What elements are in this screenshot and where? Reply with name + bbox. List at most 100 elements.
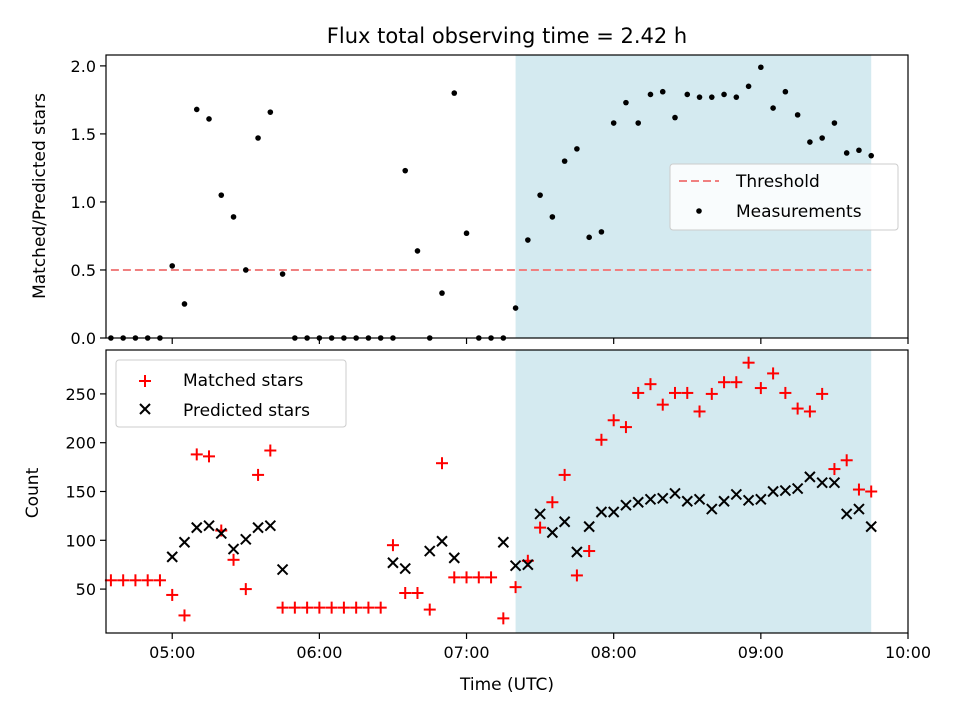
- measurement-point: [635, 120, 642, 126]
- predicted-stars-legend-label: Predicted stars: [183, 401, 310, 421]
- y-tick-label: 0.5: [71, 261, 96, 280]
- measurement-point: [647, 91, 654, 98]
- predicted-star-point: [828, 477, 841, 489]
- matched-star-point: [767, 367, 780, 380]
- measurement-point: [574, 146, 580, 152]
- measurement-point: [672, 114, 678, 121]
- measurement-point: [230, 214, 237, 220]
- chart-title: Flux total observing time = 2.42 h: [327, 24, 687, 48]
- count-y-axis-label: Count: [23, 467, 43, 518]
- predicted-star-point: [424, 545, 436, 557]
- measurement-point: [745, 83, 752, 90]
- predicted-star-point: [509, 559, 522, 572]
- measurement-point: [402, 167, 409, 174]
- measurement-point: [610, 120, 617, 126]
- matched-star-point: [129, 574, 142, 587]
- matched-star-point: [595, 433, 608, 446]
- measurement-point: [807, 139, 813, 145]
- measurement-point: [267, 109, 274, 115]
- matched-star-point: [141, 574, 154, 587]
- measurements-legend-swatch: [696, 208, 702, 214]
- matched-star-point: [546, 496, 559, 509]
- measurement-point: [451, 90, 458, 96]
- measurement-point: [758, 64, 764, 71]
- predicted-star-point: [767, 485, 779, 498]
- predicted-star-point: [706, 503, 718, 515]
- x-axis-label: Time (UTC): [459, 675, 554, 695]
- y-tick-label: 0.0: [71, 329, 96, 348]
- matched-star-point: [301, 601, 314, 614]
- y-tick-label: 100: [65, 531, 96, 550]
- ratio-y-ticks: 0.0 0.5 1.0 1.5 2.0: [71, 57, 106, 348]
- matched-star-point: [203, 450, 216, 463]
- matched-star-point: [436, 457, 449, 470]
- matched-star-point: [288, 601, 301, 614]
- matched-star-point: [337, 601, 350, 614]
- predicted-star-point: [730, 488, 743, 501]
- predicted-star-point: [497, 536, 510, 548]
- predicted-star-point: [252, 521, 264, 534]
- count-panel-frame: [105, 349, 909, 634]
- predicted-star-point: [791, 482, 804, 495]
- measurement-point: [279, 271, 286, 277]
- matched-star-point: [693, 405, 706, 418]
- measurement-point: [868, 152, 875, 159]
- predicted-star-point: [644, 493, 657, 506]
- y-tick-label: 1.0: [71, 193, 96, 212]
- predicted-star-point: [240, 533, 252, 546]
- predicted-star-point: [865, 520, 877, 533]
- matched-star-point: [117, 574, 130, 587]
- predicted-star-point: [546, 526, 559, 539]
- matched-star-point: [632, 386, 645, 399]
- matched-star-point: [828, 463, 841, 476]
- predicted-stars-points: [166, 471, 877, 576]
- y-tick-label: 50: [76, 580, 96, 599]
- matched-star-point: [656, 398, 669, 411]
- matched-star-point: [779, 386, 792, 399]
- measurement-point: [586, 234, 592, 241]
- x-tick-label: 07:00: [443, 643, 489, 662]
- predicted-star-point: [215, 527, 227, 540]
- x-tick-label: 10:00: [885, 643, 931, 662]
- matched-star-point: [276, 601, 289, 614]
- ratio-panel: 0.00.51.01.52.0 Matched/Predicted stars …: [30, 54, 909, 348]
- matched-star-point: [570, 569, 583, 582]
- matched-stars-legend-label: Matched stars: [183, 371, 303, 391]
- predicted-star-point: [755, 493, 767, 506]
- measurement-point: [525, 237, 531, 243]
- measurement-point: [537, 192, 543, 198]
- predicted-star-point: [436, 535, 448, 547]
- predicted-star-point: [816, 477, 828, 489]
- matched-star-point: [411, 586, 424, 599]
- measurement-point: [512, 305, 519, 311]
- ratio-panel-frame: [105, 54, 909, 339]
- matched-star-point: [509, 581, 522, 594]
- matched-star-point: [485, 571, 498, 584]
- ratio-x-ticks: [171, 338, 909, 344]
- predicted-star-point: [558, 516, 571, 528]
- measurement-point: [414, 248, 421, 254]
- predicted-star-point: [607, 506, 620, 518]
- predicted-star-point: [534, 508, 546, 520]
- matched-star-point: [754, 382, 767, 395]
- x-tick-label: 08:00: [591, 643, 637, 662]
- measurement-point: [843, 150, 850, 156]
- measurement-point: [794, 112, 801, 118]
- predicted-star-point: [595, 506, 608, 518]
- ratio-y-axis-label: Matched/Predicted stars: [30, 93, 50, 299]
- measurement-point: [169, 263, 176, 269]
- y-tick-label: 2.0: [71, 57, 96, 76]
- matched-star-point: [497, 612, 510, 625]
- predicted-star-point: [804, 471, 816, 483]
- predicted-star-point: [276, 563, 289, 576]
- matched-star-point: [644, 378, 657, 391]
- matched-star-point: [803, 405, 816, 418]
- measurement-point: [193, 106, 200, 113]
- y-tick-label: 200: [65, 434, 96, 453]
- matched-star-point: [399, 586, 412, 599]
- matched-star-point: [840, 454, 853, 467]
- count-y-ticks: 50 100 150 200 250: [65, 385, 106, 599]
- matched-star-point: [742, 356, 755, 369]
- predicted-star-point: [203, 519, 215, 532]
